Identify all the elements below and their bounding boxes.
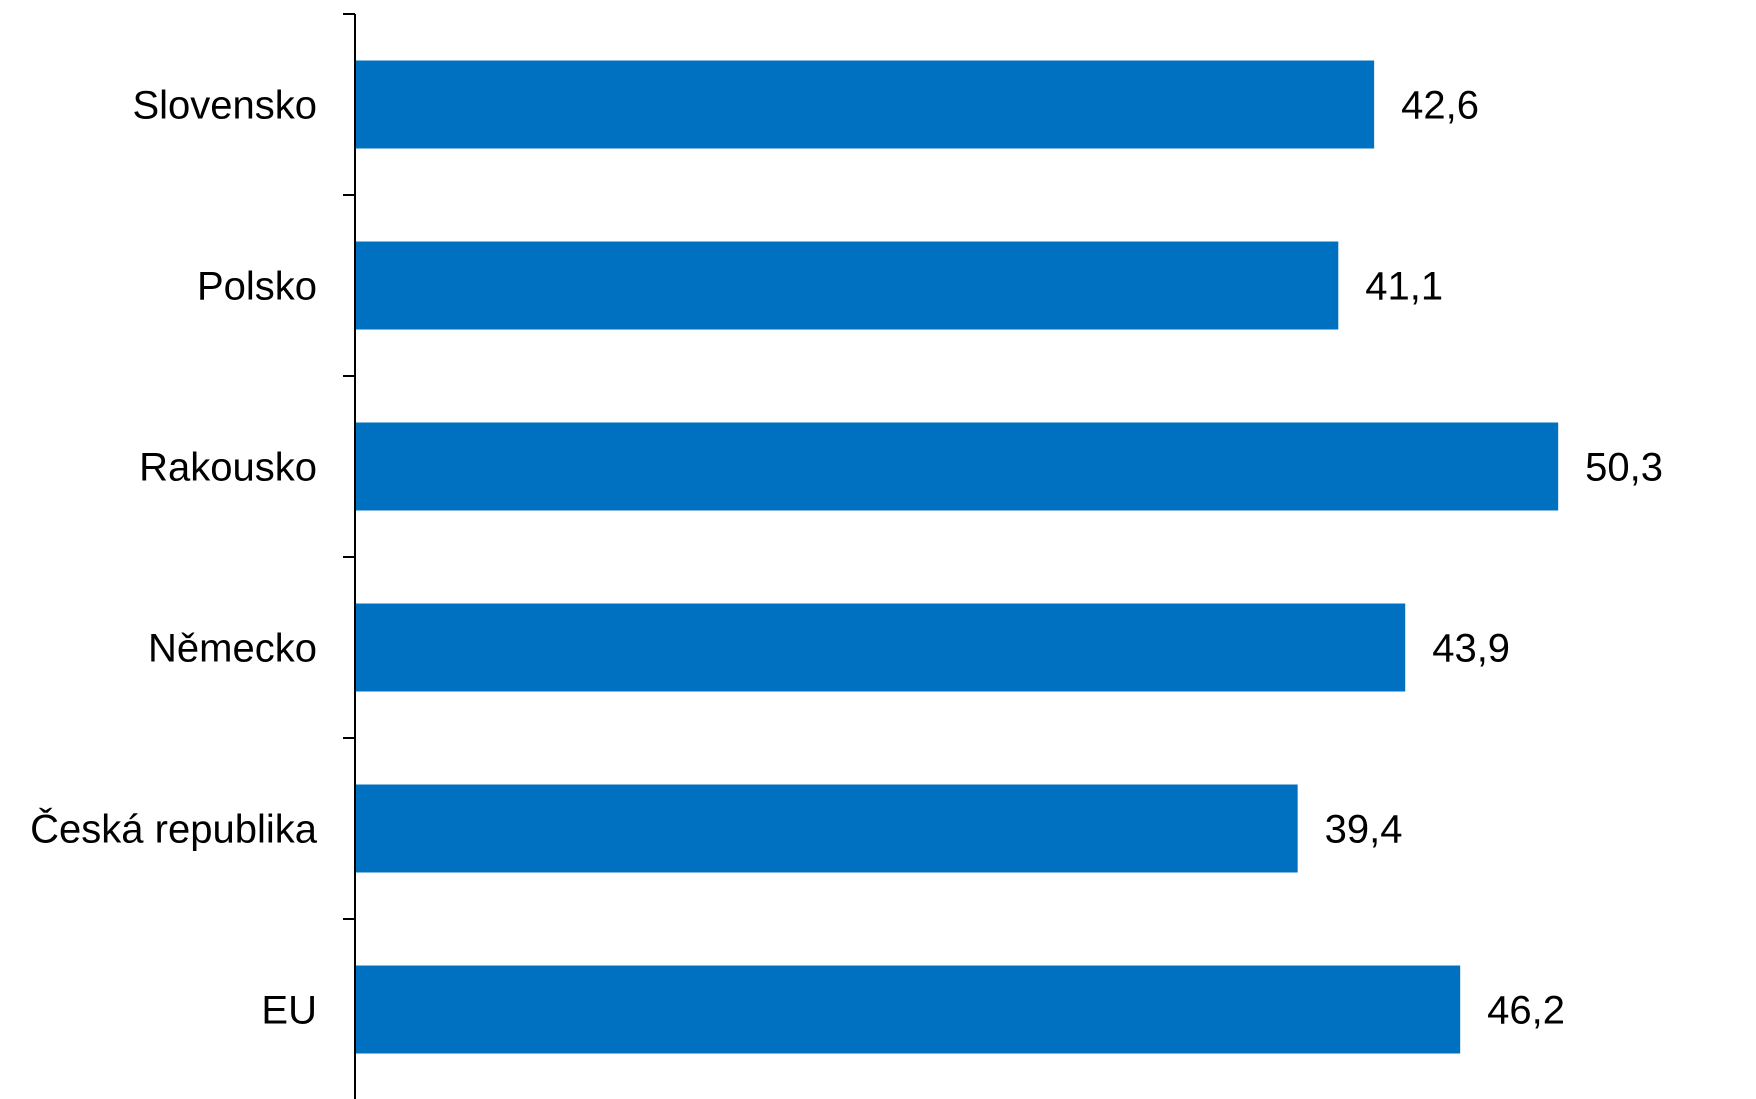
value-labels: 42,6 41,1 50,3 43,9 39,4 46,2: [1325, 84, 1663, 1033]
bar-slovensko: [356, 60, 1375, 149]
value-label-slovensko: 42,6: [1401, 84, 1479, 128]
bar-nemecko: [356, 603, 1406, 692]
category-labels: Slovensko Polsko Rakousko Německo Česká repu…: [30, 84, 318, 1033]
value-label-eu: 46,2: [1487, 989, 1565, 1033]
category-axis-ticks: [343, 13, 355, 920]
bar-polsko: [356, 241, 1339, 330]
value-label-nemecko: 43,9: [1432, 627, 1510, 671]
bars: [356, 60, 1559, 1054]
category-label-eu: EU: [261, 989, 317, 1033]
category-label-nemecko: Německo: [148, 627, 317, 671]
category-label-slovensko: Slovensko: [132, 84, 317, 128]
bar-rakousko: [356, 422, 1559, 511]
bar-eu: [356, 965, 1461, 1054]
category-label-ceska-republika: Česká republika: [30, 807, 318, 852]
value-label-polsko: 41,1: [1365, 265, 1443, 309]
bar-ceska-republika: [356, 784, 1298, 873]
value-label-ceska-republika: 39,4: [1325, 808, 1403, 852]
category-label-polsko: Polsko: [197, 265, 317, 309]
value-label-rakousko: 50,3: [1585, 446, 1663, 490]
category-label-rakousko: Rakousko: [139, 446, 317, 490]
category-axis: [343, 13, 356, 1099]
